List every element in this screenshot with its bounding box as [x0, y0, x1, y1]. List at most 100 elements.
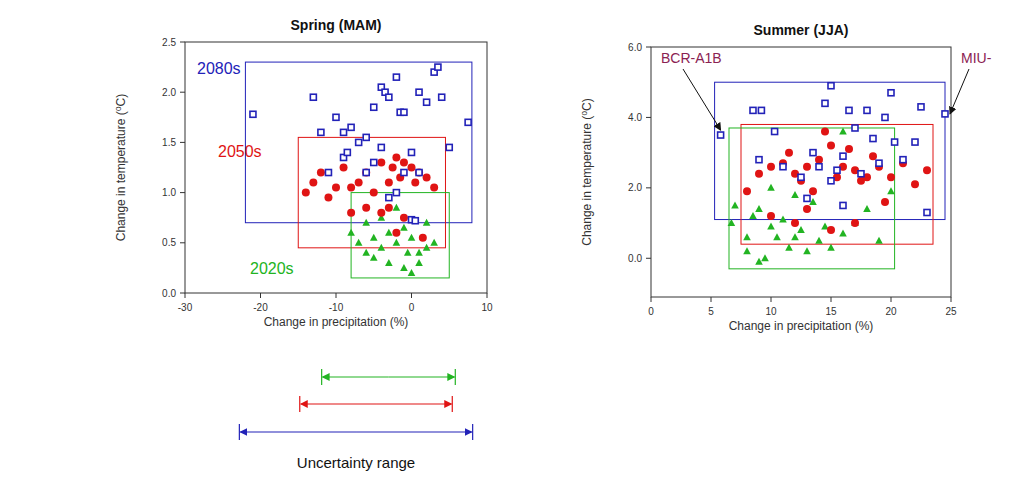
point-square [822, 100, 828, 106]
point-square [333, 114, 339, 120]
x-tick [651, 297, 652, 302]
point-triangle [767, 223, 775, 230]
point-triangle [404, 249, 412, 256]
x-tick [411, 293, 412, 298]
y-tick-label: 2.0 [162, 87, 176, 98]
y-tick-label: 1.0 [162, 187, 176, 198]
range-arrow [240, 431, 356, 432]
point-triangle [851, 219, 859, 226]
x-tick-label: -20 [253, 302, 268, 313]
point-circle [767, 163, 775, 171]
point-circle [400, 214, 408, 222]
point-triangle [430, 239, 438, 246]
plot-area [715, 82, 948, 269]
point-square [772, 129, 778, 135]
range-end [452, 396, 453, 412]
point-triangle [355, 239, 363, 246]
point-triangle [863, 205, 871, 212]
point-triangle [347, 229, 355, 236]
figure: Spring (MAM)-30-20-100100.00.51.01.52.02… [0, 0, 1014, 481]
point-triangle [362, 219, 370, 226]
point-circle [419, 234, 427, 242]
point-triangle [400, 264, 408, 271]
plot-frame [651, 47, 951, 297]
point-square [758, 107, 764, 113]
point-square [828, 178, 834, 184]
x-tick-label: 5 [708, 306, 714, 317]
point-circle [340, 164, 348, 172]
range-arrow [356, 431, 472, 432]
range-box [741, 124, 933, 244]
uncertainty-label: Uncertainty range [297, 454, 415, 471]
point-square [924, 209, 930, 215]
point-square [828, 83, 834, 89]
point-square [718, 132, 724, 138]
title: Spring (MAM) [291, 17, 382, 33]
x-tick-label: -30 [178, 302, 193, 313]
point-square [900, 157, 906, 163]
point-square [876, 160, 882, 166]
point-square [363, 170, 369, 176]
point-triangle [755, 205, 763, 212]
range-end [321, 369, 322, 385]
point-triangle [785, 244, 793, 251]
point-square [870, 136, 876, 142]
point-square [318, 129, 324, 135]
x-tick-label: 10 [765, 306, 777, 317]
y-tick-label: 2.5 [162, 37, 176, 48]
point-triangle [415, 249, 423, 256]
plot-area [245, 62, 472, 278]
point-circle [347, 209, 355, 217]
x-axis-label: Change in precipitation (%) [264, 315, 409, 329]
x-tick-label: 20 [885, 306, 897, 317]
y-axis-label: Change in temperature (⁰C) [580, 98, 594, 246]
point-square [840, 153, 846, 159]
point-square [810, 150, 816, 156]
point-triangle [773, 233, 781, 240]
point-triangle [378, 244, 386, 251]
point-circle [302, 189, 310, 197]
x-tick [891, 297, 892, 302]
point-square [371, 159, 377, 165]
point-square [756, 157, 762, 163]
range-end [455, 369, 456, 385]
point-triangle [839, 128, 847, 135]
point-triangle [815, 237, 823, 244]
point-square [918, 104, 924, 110]
x-tick [487, 293, 488, 298]
point-square [356, 139, 362, 145]
plot-frame [185, 42, 487, 293]
point-triangle [779, 216, 787, 223]
range-box [729, 128, 895, 269]
annotation: MIU- [961, 50, 992, 66]
point-triangle [761, 254, 769, 261]
series-label: 2050s [218, 143, 262, 160]
point-circle [803, 205, 811, 213]
point-square [386, 195, 392, 201]
x-tick-label: 15 [825, 306, 837, 317]
point-triangle [393, 204, 401, 211]
point-square [401, 170, 407, 176]
x-tick [185, 293, 186, 298]
point-triangle [731, 201, 739, 208]
point-circle [347, 184, 355, 192]
point-circle [392, 153, 400, 161]
point-triangle [791, 233, 799, 240]
point-triangle [749, 212, 757, 219]
annotation: BCR-A1B [661, 50, 722, 66]
point-triangle [362, 249, 370, 256]
point-square [804, 195, 810, 201]
point-circle [370, 189, 378, 197]
point-triangle [408, 234, 416, 241]
chart-0: Spring (MAM)-30-20-100100.00.51.01.52.02… [114, 17, 493, 471]
point-circle [743, 187, 751, 195]
range-arrow [388, 376, 454, 377]
point-circle [392, 229, 400, 237]
title: Summer (JJA) [754, 22, 849, 38]
point-square [465, 119, 471, 125]
y-tick-label: 0.0 [162, 288, 176, 299]
x-axis-label: Change in precipitation (%) [729, 319, 874, 333]
point-circle [362, 169, 370, 177]
point-square [834, 167, 840, 173]
point-triangle [385, 259, 393, 266]
